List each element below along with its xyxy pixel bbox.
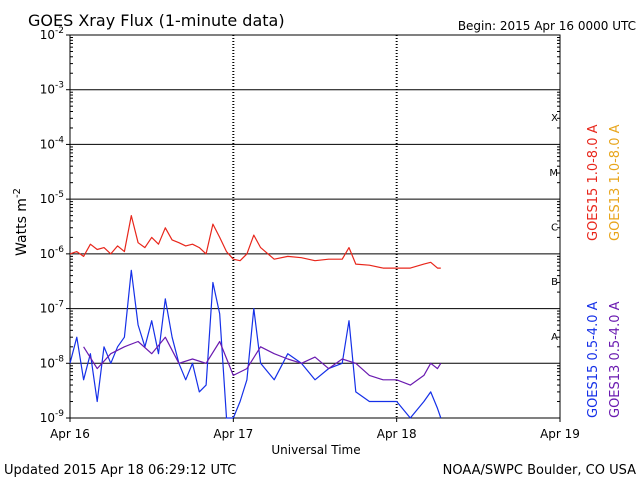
y-tick-1: 10-3: [40, 81, 560, 129]
y-tick-5: 10-7: [40, 300, 560, 348]
plot-area-group: [69, 34, 561, 419]
legend: GOES15 1.0-8.0 A GOES13 1.0-8.0 A GOES15 0…: [586, 124, 623, 418]
flare-class-X: X: [551, 113, 558, 124]
x-tick-label-0: Apr 16: [50, 427, 90, 441]
updated-timestamp: Updated 2015 Apr 18 06:29:12 UTC: [4, 463, 236, 478]
y-tick-label-4: 10-6: [40, 245, 65, 261]
y-tick-label-3: 10-5: [40, 190, 64, 206]
grid-lines: [70, 34, 560, 419]
legend-entry-1: GOES13 1.0-8.0 A: [608, 124, 623, 241]
legend-entry-2: GOES15 0.5-4.0 A: [586, 301, 601, 418]
y-axis-label-main: Watts m: [14, 198, 30, 256]
chart-title: GOES Xray Flux (1-minute data): [28, 11, 285, 30]
y-tick-7: 10-9: [40, 409, 70, 425]
series-line-0: [69, 215, 441, 269]
x-tick-label-3: Apr 19: [540, 427, 580, 441]
y-tick-4: 10-6: [40, 245, 560, 293]
credit-label: NOAA/SWPC Boulder, CO USA: [443, 463, 636, 478]
legend-entry-0: GOES15 1.0-8.0 A: [586, 124, 601, 241]
x-axis-ticks: Apr 16 Apr 17 Apr 18 Apr 19: [50, 418, 580, 441]
plot-frame: [69, 34, 561, 419]
flare-class-A: A: [551, 332, 558, 343]
y-tick-label-1: 10-3: [40, 81, 64, 97]
x-tick-label-1: Apr 17: [213, 427, 253, 441]
y-tick-label-0: 10-2: [40, 26, 64, 42]
flare-class-M: M: [549, 168, 558, 179]
y-tick-label-7: 10-9: [40, 409, 65, 425]
y-tick-label-5: 10-7: [40, 300, 64, 316]
legend-entry-3: GOES13 0.5-4.0 A: [608, 301, 623, 418]
y-axis-label: Watts m-2: [12, 188, 30, 256]
series-line-3: [83, 336, 442, 386]
series-layer: [69, 215, 442, 419]
y-tick-6: 10-8: [40, 354, 560, 403]
flare-class-B: B: [551, 277, 558, 288]
x-axis-label: Universal Time: [271, 443, 360, 457]
svg-text:Watts m-2: Watts m-2: [12, 188, 30, 256]
flare-class-C: C: [551, 223, 558, 234]
flare-class-labels: X M C B A: [549, 113, 558, 343]
y-axis-ticks: 10-2 10-3 10-4 10-5 10-6 10-7 10-8 10-9: [40, 26, 560, 425]
y-tick-0: 10-2: [40, 26, 560, 74]
y-axis-label-exponent: -2: [12, 188, 23, 198]
y-tick-3: 10-5: [40, 190, 560, 238]
y-tick-2: 10-4: [40, 135, 560, 184]
begin-label: Begin: 2015 Apr 16 0000 UTC: [458, 19, 636, 33]
y-tick-label-2: 10-4: [40, 135, 65, 151]
series-line-2: [69, 269, 442, 419]
y-tick-label-6: 10-8: [40, 354, 65, 370]
x-tick-label-2: Apr 18: [377, 427, 417, 441]
